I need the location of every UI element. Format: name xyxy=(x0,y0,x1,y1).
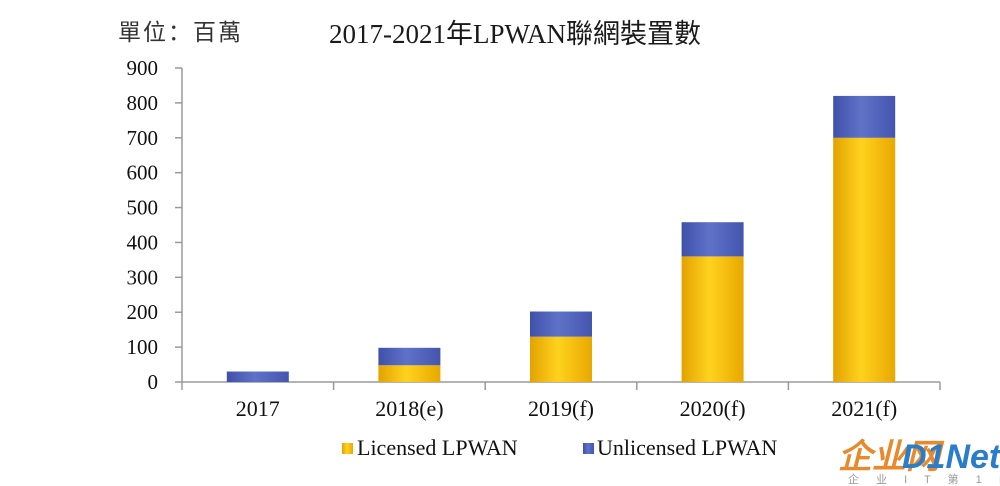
watermark-tagline: 企 业 I T 第 1 门 户 xyxy=(848,472,1000,486)
bar-unlicensed-lpwan-2019-f xyxy=(530,311,592,337)
watermark-brand-cn: 企业网 xyxy=(838,438,945,476)
legend-label-licensed: Licensed LPWAN xyxy=(357,435,518,460)
bar-unlicensed-lpwan-2018-e xyxy=(378,347,441,366)
legend: Licensed LPWAN Unlicensed LPWAN xyxy=(342,435,777,460)
legend-swatch-unlicensed xyxy=(583,443,594,454)
bar-licensed-lpwan-2020-f xyxy=(681,256,744,382)
x-tick-label-2021-f: 2021(f) xyxy=(831,396,897,421)
bars xyxy=(226,95,896,382)
y-tick-label-200: 200 xyxy=(127,300,159,324)
x-tick-label-2019-f: 2019(f) xyxy=(528,396,594,421)
y-tick-label-800: 800 xyxy=(127,91,159,115)
bar-unlicensed-lpwan-2017 xyxy=(226,371,289,382)
legend-label-unlicensed: Unlicensed LPWAN xyxy=(597,435,777,460)
bar-unlicensed-lpwan-2020-f xyxy=(681,222,744,257)
y-tick-label-400: 400 xyxy=(127,230,159,254)
y-tick-label-600: 600 xyxy=(127,161,159,185)
y-tick-label-0: 0 xyxy=(148,370,159,394)
chart-title: 2017-2021年LPWAN聯網裝置數 xyxy=(329,19,701,49)
watermark-brand-logo: D1Net xyxy=(902,438,1000,476)
bar-licensed-lpwan-2018-e xyxy=(378,365,441,382)
x-tick-label-2020-f: 2020(f) xyxy=(680,396,746,421)
y-tick-label-700: 700 xyxy=(127,126,159,150)
x-tick-label-2018-e: 2018(e) xyxy=(375,396,443,421)
bar-licensed-lpwan-2019-f xyxy=(530,336,592,382)
bar-unlicensed-lpwan-2021-f xyxy=(833,95,896,138)
y-tick-label-300: 300 xyxy=(127,265,159,289)
y-tick-label-100: 100 xyxy=(127,335,159,359)
x-tick-label-2017: 2017 xyxy=(236,396,280,421)
y-axis-ticks: 0 100 200 300 400 500 600 700 800 900 xyxy=(127,56,182,394)
y-tick-label-500: 500 xyxy=(127,196,159,220)
legend-swatch-licensed xyxy=(342,443,353,454)
x-axis-ticks: 2017 2018(e) 2019(f) 2020(f) 2021(f) xyxy=(181,382,941,421)
watermark: 企业网 D1Net 企 业 I T 第 1 门 户 xyxy=(838,438,1000,486)
unit-label: 單位：百萬 xyxy=(118,19,243,45)
y-tick-label-900: 900 xyxy=(127,56,159,80)
bar-licensed-lpwan-2021-f xyxy=(833,137,896,382)
